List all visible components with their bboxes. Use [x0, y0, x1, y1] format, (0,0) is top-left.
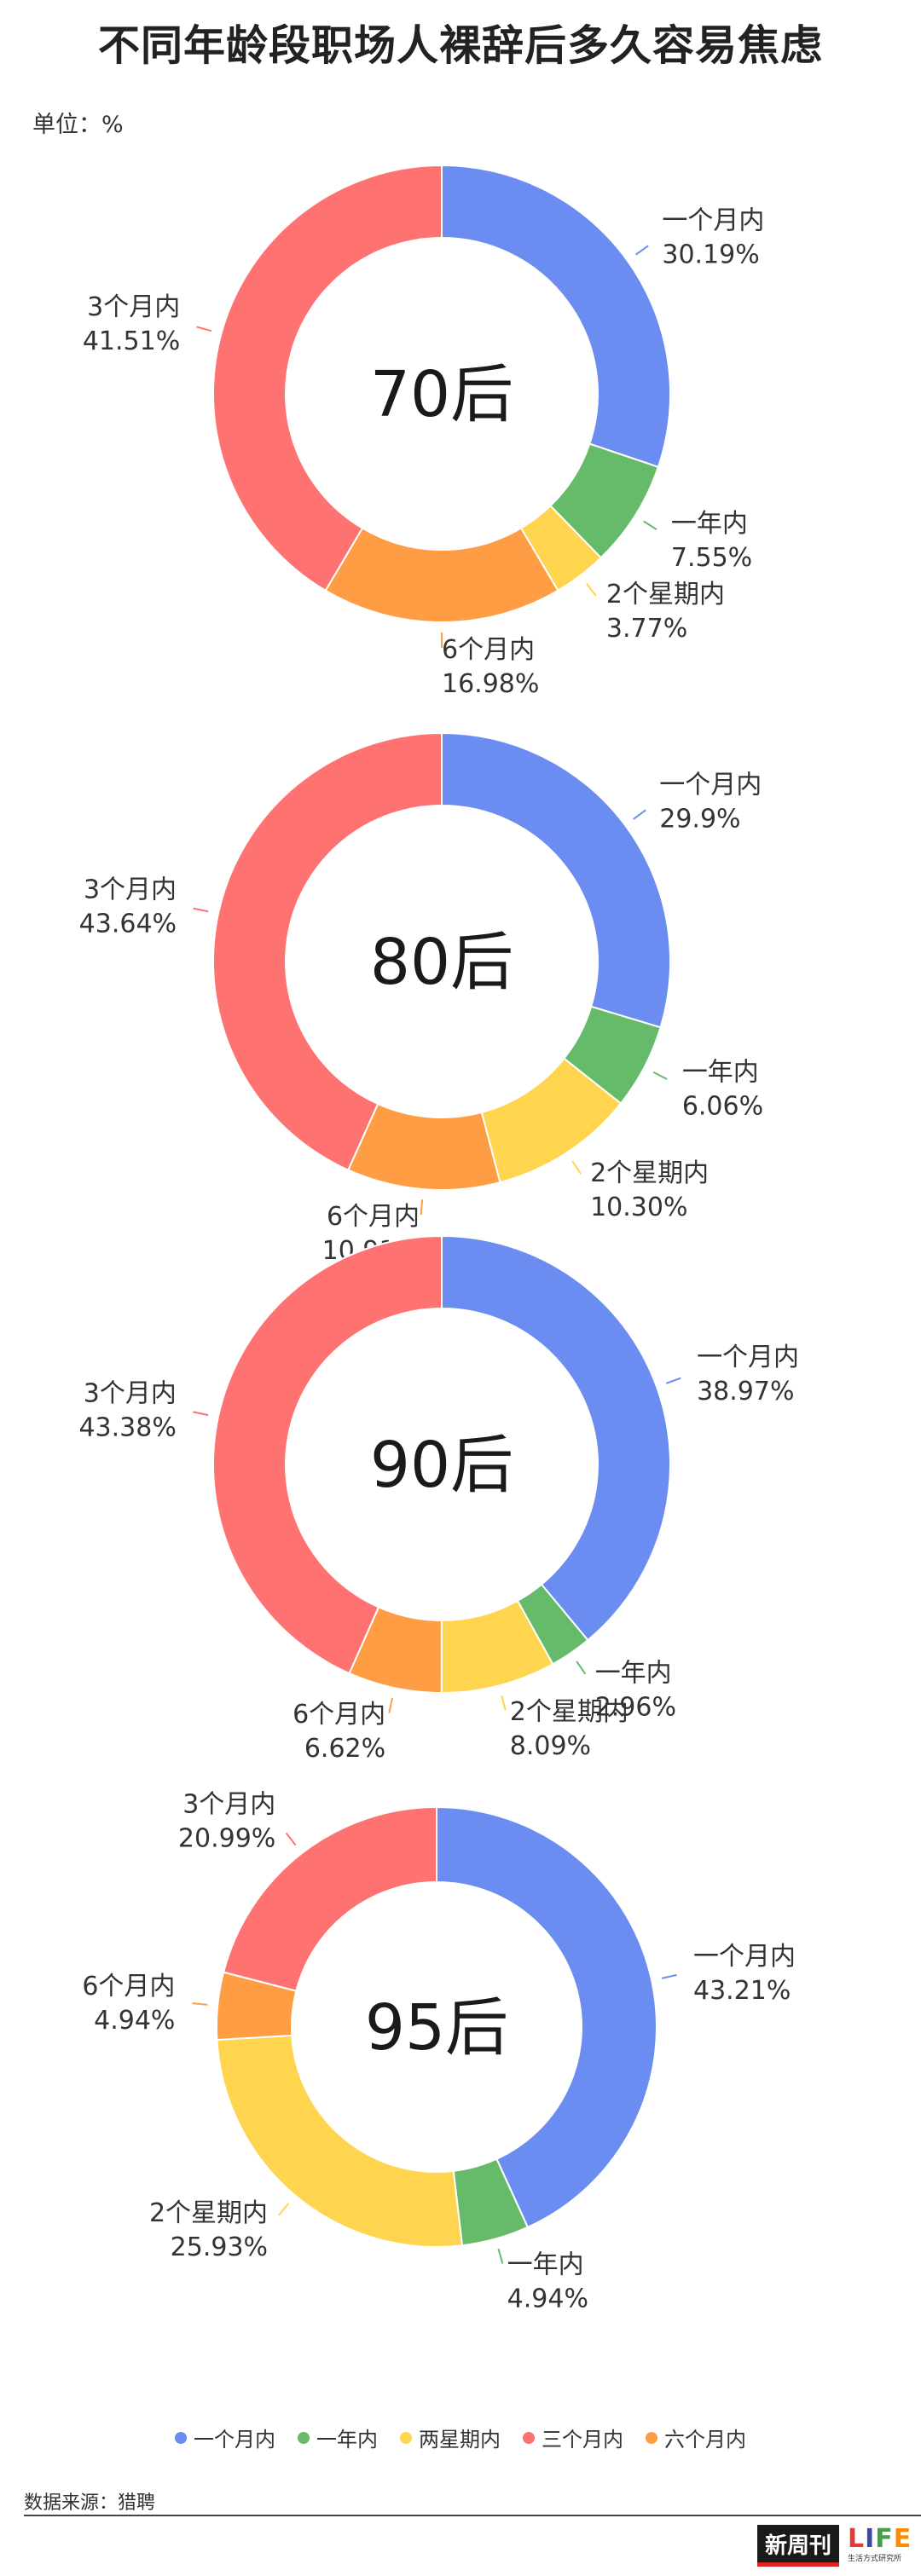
slice-value-label: 2.96% — [595, 1692, 676, 1722]
xinzhoukan-logo: 新周刊 — [757, 2525, 839, 2567]
legend-label: 三个月内 — [542, 2428, 623, 2452]
leader-line — [586, 582, 597, 597]
slice-value-label: 29.9% — [659, 804, 740, 834]
leader-line — [665, 1377, 681, 1384]
leader-line — [193, 1411, 209, 1417]
slice-value-label: 25.93% — [171, 2232, 268, 2262]
life-logo: LIFE 生活方式研究所 — [848, 2525, 916, 2567]
slice-label: 一个月内 — [659, 770, 762, 800]
slice-value-label: 38.97% — [697, 1377, 794, 1406]
leader-line — [196, 326, 212, 332]
leader-line — [501, 1695, 507, 1711]
donut-slice — [212, 731, 443, 1171]
leader-line — [661, 1974, 677, 1979]
legend-label: 一个月内 — [194, 2428, 275, 2452]
slice-label: 2个星期内 — [149, 2198, 268, 2228]
slice-value-label: 6.62% — [304, 1734, 385, 1764]
slice-value-label: 43.64% — [79, 909, 177, 939]
slice-value-label: 16.98% — [442, 669, 539, 699]
legend-swatch — [298, 2431, 310, 2444]
slice-label: 一年内 — [595, 1658, 672, 1688]
slice-label: 一个月内 — [697, 1343, 799, 1372]
slice-value-label: 6.06% — [682, 1091, 763, 1121]
donut-slice — [222, 1805, 437, 1992]
slice-label: 一年内 — [507, 2250, 584, 2280]
slice-label: 3个月内 — [84, 875, 177, 904]
leader-line — [643, 520, 657, 530]
legend-item: 一年内 — [298, 2423, 378, 2452]
leader-line — [420, 1198, 424, 1216]
legend-label: 六个月内 — [664, 2428, 746, 2452]
donut-slice — [216, 2034, 464, 2248]
legend-label: 两星期内 — [419, 2428, 501, 2452]
slice-label: 6个月内 — [82, 1972, 175, 2001]
slice-value-label: 4.94% — [507, 2284, 588, 2314]
donut-center-label: 95后 — [365, 1991, 508, 2065]
slice-label: 3个月内 — [182, 1790, 275, 1820]
donut-center-label: 90后 — [370, 1429, 513, 1502]
slice-label: 6个月内 — [442, 635, 535, 665]
legend-swatch — [646, 2431, 657, 2444]
slice-value-label: 3.77% — [606, 614, 687, 644]
leader-line — [388, 1697, 394, 1713]
slice-label: 一个月内 — [662, 206, 764, 236]
slice-label: 6个月内 — [293, 1700, 385, 1730]
slice-value-label: 20.99% — [178, 1824, 275, 1854]
leader-line — [497, 2248, 504, 2264]
slice-value-label: 30.19% — [662, 240, 759, 270]
donut-slice — [212, 1234, 443, 1675]
donut-center-label: 70后 — [370, 358, 513, 431]
leader-line — [285, 1832, 297, 1846]
legend-item: 三个月内 — [523, 2423, 623, 2452]
slice-label: 2个星期内 — [510, 1697, 628, 1727]
leader-line — [652, 1071, 668, 1080]
donut-slice — [436, 1805, 657, 2229]
life-logo-text: LIFE — [848, 2524, 912, 2554]
slice-value-label: 8.09% — [510, 1731, 591, 1761]
slice-label: 2个星期内 — [606, 580, 725, 609]
slice-label: 6个月内 — [327, 1202, 420, 1232]
leader-line — [193, 907, 209, 913]
slice-label: 2个星期内 — [590, 1158, 709, 1188]
donut-slice — [324, 527, 559, 623]
slice-label: 一年内 — [682, 1057, 759, 1087]
donut-slice — [212, 164, 443, 592]
slice-value-label: 41.51% — [83, 326, 180, 356]
leader-line — [576, 1661, 587, 1675]
donut-slice — [441, 1234, 671, 1642]
legend: 一个月内 一年内 两星期内 三个月内 六个月内 — [0, 2423, 921, 2452]
leader-line — [633, 809, 646, 820]
slice-value-label: 10.30% — [590, 1193, 687, 1222]
donut-slice — [441, 164, 671, 469]
slice-value-label: 7.55% — [671, 543, 752, 573]
legend-swatch — [523, 2431, 535, 2444]
slice-value-label: 4.94% — [94, 2006, 175, 2036]
slice-label: 一个月内 — [693, 1942, 796, 1972]
page-title: 不同年龄段职场人裸辞后多久容易焦虑 — [97, 21, 823, 70]
leader-line — [192, 2002, 208, 2006]
slice-label: 3个月内 — [84, 1378, 177, 1408]
leader-line — [571, 1160, 582, 1175]
legend-item: 两星期内 — [400, 2423, 501, 2452]
leader-line — [634, 245, 649, 256]
unit-label: 单位：% — [32, 112, 124, 138]
legend-swatch — [400, 2431, 412, 2444]
legend-swatch — [175, 2431, 187, 2444]
slice-value-label: 43.21% — [693, 1976, 791, 2006]
divider — [24, 2515, 921, 2516]
slice-value-label: 43.38% — [78, 1412, 176, 1442]
leader-line — [278, 2203, 290, 2216]
legend-item: 一个月内 — [175, 2423, 275, 2452]
slice-label: 一年内 — [671, 509, 748, 539]
slice-label: 3个月内 — [87, 292, 180, 322]
legend-item: 六个月内 — [646, 2423, 746, 2452]
legend-label: 一年内 — [316, 2428, 378, 2452]
data-source: 数据来源：猎聘 — [24, 2492, 156, 2514]
donut-slice — [441, 731, 671, 1029]
donut-center-label: 80后 — [370, 926, 513, 999]
life-logo-subtitle: 生活方式研究所 — [848, 2555, 902, 2563]
